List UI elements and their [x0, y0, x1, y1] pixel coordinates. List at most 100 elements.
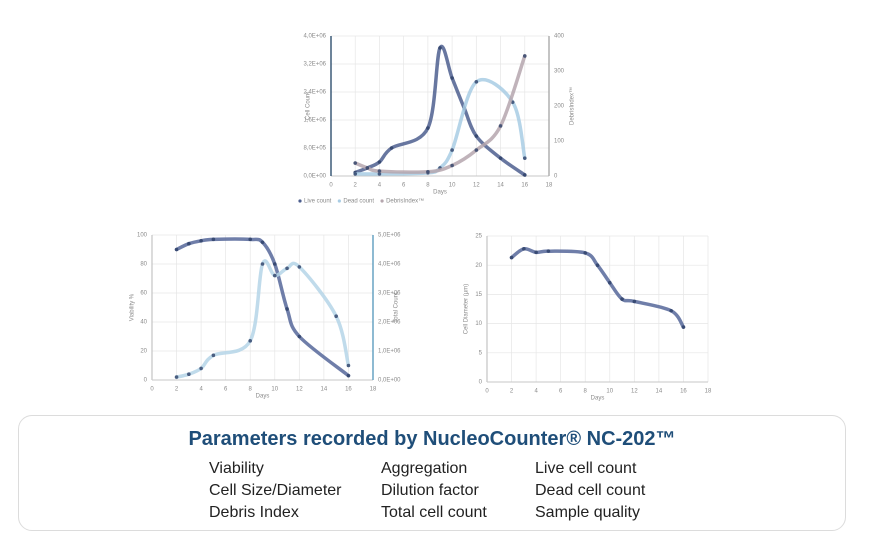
- series-line: [174, 237, 351, 378]
- data-point: [450, 148, 454, 152]
- x-tick-label: 2: [354, 183, 358, 189]
- data-point: [377, 160, 382, 164]
- data-point: [248, 237, 253, 242]
- parameter-item: Aggregation: [381, 460, 468, 477]
- charts: 0,0E+00 8,0E+05 1,6E+06 2,4E+06 3,2E+06 4,0E+…: [130, 34, 712, 402]
- data-point: [377, 172, 382, 176]
- y2-tick-label: 200: [554, 104, 565, 110]
- data-point: [353, 161, 358, 165]
- y-tick-label: 0: [144, 378, 148, 384]
- y-tick-label: 15: [475, 292, 482, 298]
- data-point: [522, 173, 527, 177]
- y-tick-label: 80: [140, 262, 147, 268]
- data-point: [297, 334, 302, 339]
- data-point: [607, 280, 612, 285]
- data-point: [522, 156, 527, 160]
- x-tick-label: 10: [449, 183, 456, 189]
- data-point: [285, 266, 289, 271]
- y2-tick-label: 4,0E+06: [378, 262, 401, 268]
- parameter-item: Dilution factor: [381, 482, 479, 499]
- y-tick-label: 60: [140, 291, 147, 297]
- data-point: [474, 148, 479, 152]
- legend-label: Dead count: [343, 199, 374, 205]
- y-tick-label: 1,6E+06: [303, 118, 326, 124]
- data-point: [272, 273, 277, 278]
- y-tick-label: 25: [475, 234, 482, 240]
- y-tick-label: 0: [479, 380, 483, 386]
- y-axis-title: Cell Diameter (µm): [464, 284, 470, 334]
- data-point: [620, 297, 624, 301]
- x-tick-label: 0: [329, 183, 333, 189]
- x-axis-title: Days: [256, 394, 270, 400]
- y-tick-label: 10: [475, 321, 482, 327]
- data-point: [377, 169, 382, 173]
- x-tick-label: 14: [656, 389, 663, 395]
- series-line: [509, 246, 686, 329]
- y-axis-title: Viability %: [130, 293, 136, 321]
- x-tick-label: 12: [631, 389, 638, 395]
- data-point: [426, 126, 430, 130]
- data-point: [272, 262, 277, 266]
- y-tick-label: 100: [137, 233, 148, 239]
- y2-tick-label: 100: [554, 139, 565, 145]
- parameter-item: Total cell count: [381, 504, 487, 521]
- y2-tick-label: 5,0E+06: [378, 233, 401, 239]
- series-line: [174, 259, 351, 379]
- x-tick-label: 12: [296, 387, 303, 393]
- legend-label: Live count: [304, 199, 332, 205]
- y2-tick-label: 0,0E+00: [378, 378, 401, 384]
- data-point: [509, 255, 514, 260]
- data-point: [474, 80, 479, 84]
- data-point: [199, 239, 203, 243]
- legend-marker: [380, 199, 384, 203]
- data-point: [174, 247, 179, 252]
- data-point: [365, 166, 370, 170]
- data-point: [346, 363, 351, 368]
- x-tick-label: 0: [485, 389, 489, 395]
- parameter-column: Aggregation Dilution factor Total cell cou…: [381, 458, 487, 524]
- data-point: [211, 237, 216, 242]
- legend-label: DebrisIndex™: [386, 198, 424, 205]
- data-point: [174, 375, 179, 379]
- x-tick-label: 16: [345, 387, 352, 393]
- x-tick-label: 14: [321, 387, 328, 393]
- data-point: [498, 124, 503, 128]
- series-line: [353, 54, 527, 174]
- x-tick-label: 16: [680, 389, 687, 395]
- data-point: [498, 156, 503, 160]
- y-tick-label: 5: [479, 350, 483, 356]
- x-tick-label: 16: [521, 183, 528, 189]
- data-point: [669, 308, 673, 313]
- data-point: [438, 46, 442, 50]
- data-point: [546, 249, 551, 253]
- series-line: [353, 44, 527, 177]
- y-axis-title: Cell Count: [306, 92, 312, 120]
- x-tick-label: 6: [559, 389, 563, 395]
- x-tick-label: 2: [175, 387, 179, 393]
- y2-tick-label: 3,0E+06: [378, 291, 401, 297]
- parameter-column: Live cell count Dead cell count Sample qua…: [535, 458, 645, 524]
- data-point: [248, 339, 253, 343]
- data-point: [522, 54, 527, 58]
- data-point: [632, 299, 637, 304]
- data-point: [353, 172, 358, 176]
- data-point: [534, 250, 538, 255]
- parameter-item: Debris Index: [209, 504, 299, 521]
- data-point: [426, 170, 430, 174]
- data-point: [389, 146, 394, 150]
- parameter-item: Viability: [209, 460, 264, 477]
- parameters-title: Parameters recorded by NucleoCounter® NC…: [188, 428, 676, 450]
- x-tick-label: 18: [705, 389, 712, 395]
- x-tick-label: 18: [546, 183, 553, 189]
- y-tick-label: 0,0E+00: [303, 174, 326, 180]
- x-tick-label: 8: [584, 389, 588, 395]
- data-point: [187, 241, 191, 246]
- x-tick-label: 10: [606, 389, 613, 395]
- parameter-column: Viability Cell Size/Diameter Debris Index: [209, 458, 341, 524]
- x-tick-label: 8: [249, 387, 253, 393]
- x-tick-label: 12: [473, 183, 480, 189]
- data-point: [681, 325, 686, 329]
- y2-tick-label: 2,0E+06: [378, 320, 401, 326]
- y-tick-label: 2,4E+06: [303, 90, 326, 96]
- y2-tick-label: 300: [554, 69, 565, 75]
